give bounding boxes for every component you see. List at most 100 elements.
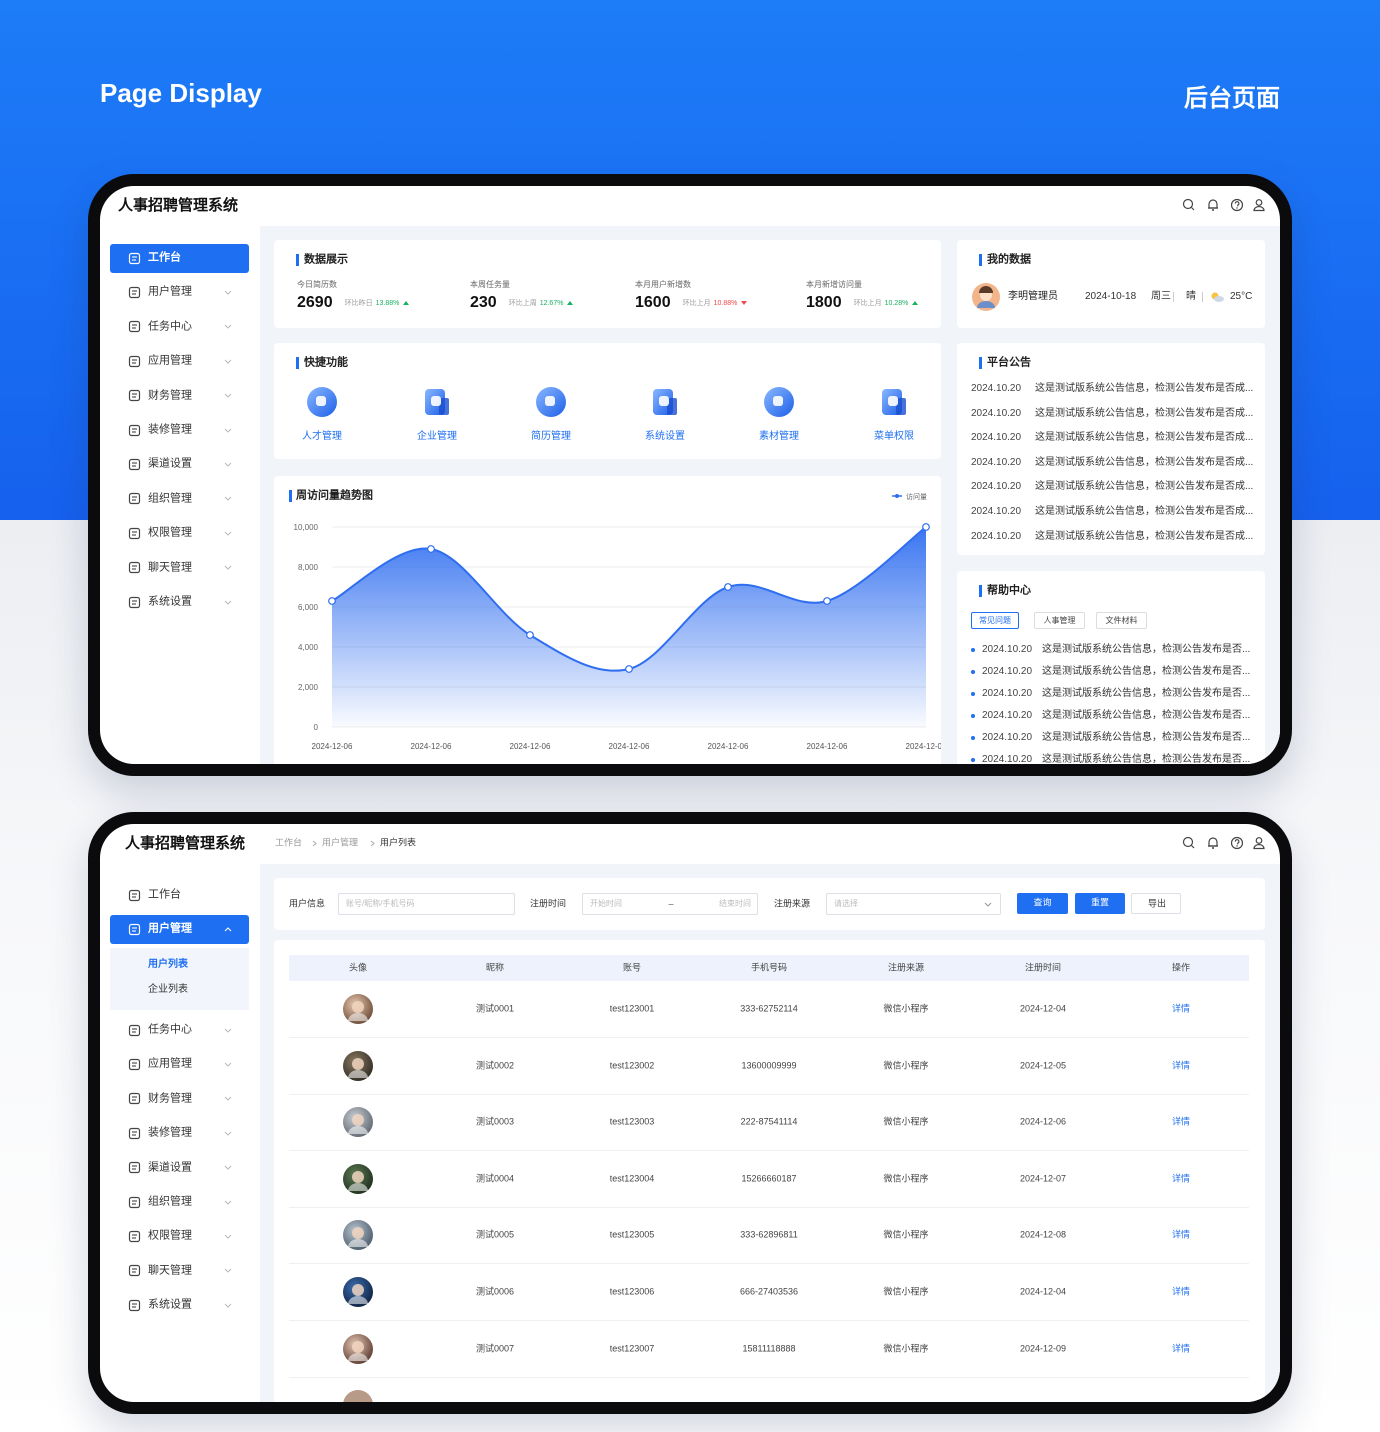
header-icon[interactable] xyxy=(1252,198,1266,212)
menu-item[interactable]: 应用管理 xyxy=(148,354,192,367)
button[interactable]: 导出 xyxy=(1131,893,1181,914)
menu-item[interactable]: 聊天管理 xyxy=(148,1264,192,1277)
quick-label[interactable]: 人才管理 xyxy=(302,431,342,442)
icon-part xyxy=(128,1230,141,1242)
header-icon[interactable] xyxy=(1252,836,1266,850)
breadcrumb-item[interactable]: 工作台 xyxy=(275,837,303,848)
column-header: 注册时间 xyxy=(1024,962,1062,973)
header-icon[interactable] xyxy=(1206,198,1220,212)
table-cell: 微信小程序 xyxy=(883,1060,929,1071)
detail-link[interactable]: 详情 xyxy=(1171,1173,1191,1184)
input[interactable]: 账号/昵称/手机号码 xyxy=(338,893,515,915)
table-cell: 测试0003 xyxy=(475,1116,515,1127)
header-icon[interactable] xyxy=(1230,836,1244,850)
card-title: 帮助中心 xyxy=(987,584,1031,597)
quick-icon[interactable] xyxy=(647,384,683,420)
menu-chevron xyxy=(224,1200,232,1205)
menu-item[interactable]: 权限管理 xyxy=(148,1229,192,1242)
menu-item[interactable]: 组织管理 xyxy=(148,1195,192,1208)
menu-item[interactable]: 装修管理 xyxy=(148,423,192,436)
icon-part xyxy=(312,840,317,847)
help-text[interactable]: 这是测试版系统公告信息，检测公告发布是否... xyxy=(1042,644,1251,655)
quick-label[interactable]: 素材管理 xyxy=(759,431,799,442)
x-tick-label: 2024-12-06 xyxy=(510,742,551,751)
menu-item[interactable]: 权限管理 xyxy=(148,526,192,539)
menu-item[interactable]: 系统设置 xyxy=(148,1298,192,1311)
icon-part xyxy=(979,286,993,293)
detail-link[interactable]: 详情 xyxy=(1171,1003,1191,1014)
menu-item[interactable]: 用户管理 xyxy=(148,922,192,935)
table-cell: 222-87541114 xyxy=(740,1116,798,1127)
help-date: 2024.10.20 xyxy=(982,666,1033,677)
column-header: 手机号码 xyxy=(750,962,788,973)
detail-link[interactable]: 详情 xyxy=(1171,1060,1191,1071)
help-tab[interactable]: 文件材料 xyxy=(1096,612,1147,629)
help-text[interactable]: 这是测试版系统公告信息，检测公告发布是否... xyxy=(1042,754,1251,764)
submenu-item[interactable]: 用户列表 xyxy=(148,959,188,970)
submenu-item[interactable]: 企业列表 xyxy=(148,984,188,995)
menu-item[interactable]: 聊天管理 xyxy=(148,561,192,573)
menu-item[interactable]: 财务管理 xyxy=(148,389,192,401)
notice-text[interactable]: 这是测试版系统公告信息，检测公告发布是否成... xyxy=(1035,383,1254,394)
menu-item[interactable]: 渠道设置 xyxy=(148,457,192,470)
menu-item[interactable]: 装修管理 xyxy=(148,1126,192,1139)
detail-link[interactable]: 详情 xyxy=(1171,1229,1191,1240)
quick-icon[interactable] xyxy=(533,384,569,420)
header-icon[interactable] xyxy=(1230,198,1244,212)
notice-text[interactable]: 这是测试版系统公告信息，检测公告发布是否成... xyxy=(1035,407,1254,419)
help-text[interactable]: 这是测试版系统公告信息，检测公告发布是否... xyxy=(1042,710,1251,721)
detail-link[interactable]: 详情 xyxy=(1171,1286,1191,1297)
help-text[interactable]: 这是测试版系统公告信息，检测公告发布是否... xyxy=(1042,732,1251,743)
detail-link[interactable]: 详情 xyxy=(1171,1116,1191,1127)
icon-part xyxy=(128,596,141,608)
quick-icon[interactable] xyxy=(761,384,797,420)
menu-item[interactable]: 组织管理 xyxy=(148,492,192,505)
quick-icon[interactable] xyxy=(876,384,912,420)
card: 周访问量趋势图 0 2,000 4,000 6,000 8,000 10,000 2024-1… xyxy=(274,476,941,764)
card-title: 快捷功能 xyxy=(304,356,348,369)
notice-text[interactable]: 这是测试版系统公告信息，检测公告发布是否成... xyxy=(1035,456,1254,468)
notice-text[interactable]: 这是测试版系统公告信息，检测公告发布是否成... xyxy=(1035,506,1254,517)
help-text[interactable]: 这是测试版系统公告信息，检测公告发布是否... xyxy=(1042,666,1251,677)
menu-item[interactable]: 渠道设置 xyxy=(148,1161,192,1173)
menu-chevron xyxy=(224,290,232,295)
button[interactable]: 查询 xyxy=(1017,893,1068,914)
notice-text[interactable]: 这是测试版系统公告信息，检测公告发布是否成... xyxy=(1035,432,1254,444)
quick-icon[interactable] xyxy=(419,384,455,420)
help-tab[interactable]: 人事管理 xyxy=(1034,612,1085,629)
icon-part xyxy=(224,1062,232,1067)
menu-item[interactable]: 财务管理 xyxy=(148,1092,192,1105)
icon-part xyxy=(316,396,326,406)
card-title: 数据展示 xyxy=(304,253,348,266)
notice-text[interactable]: 这是测试版系统公告信息，检测公告发布是否成... xyxy=(1035,530,1254,542)
input[interactable]: 开始时间 – 结束时间 xyxy=(582,893,758,915)
quick-icon[interactable] xyxy=(304,384,340,420)
menu-item[interactable]: 用户管理 xyxy=(148,285,192,298)
breadcrumb-item[interactable]: 用户管理 xyxy=(322,837,359,848)
header-icon[interactable] xyxy=(1182,198,1196,212)
quick-label[interactable]: 简历管理 xyxy=(531,431,571,442)
avatar xyxy=(343,1277,373,1307)
quick-label[interactable]: 企业管理 xyxy=(417,431,457,442)
button[interactable]: 重置 xyxy=(1075,893,1125,914)
header-icon[interactable] xyxy=(1182,836,1196,850)
menu-icon xyxy=(128,458,141,470)
icon-part xyxy=(352,1001,364,1013)
card: 头像 昵称 账号 手机号码 注册来源 注册时间 操作 测试0001 test123001 333-… xyxy=(274,940,1265,1402)
menu-item[interactable]: 应用管理 xyxy=(148,1057,192,1070)
menu-item[interactable]: 任务中心 xyxy=(148,320,192,333)
icon-part xyxy=(128,321,141,333)
menu-item[interactable]: 工作台 xyxy=(148,251,181,264)
header-icon[interactable] xyxy=(1206,836,1220,850)
quick-label[interactable]: 系统设置 xyxy=(645,431,685,442)
quick-label[interactable]: 菜单权限 xyxy=(874,431,914,442)
notice-text[interactable]: 这是测试版系统公告信息，检测公告发布是否成... xyxy=(1035,481,1254,493)
help-tab[interactable]: 常见问题 xyxy=(971,612,1019,629)
help-text[interactable]: 这是测试版系统公告信息，检测公告发布是否... xyxy=(1042,688,1251,699)
detail-link[interactable]: 详情 xyxy=(1171,1343,1191,1354)
y-tick-label: 6,000 xyxy=(298,603,319,612)
menu-item[interactable]: 任务中心 xyxy=(148,1023,192,1036)
menu-item[interactable]: 工作台 xyxy=(148,888,181,901)
input[interactable]: 请选择 xyxy=(826,893,1001,915)
menu-item[interactable]: 系统设置 xyxy=(148,595,192,608)
